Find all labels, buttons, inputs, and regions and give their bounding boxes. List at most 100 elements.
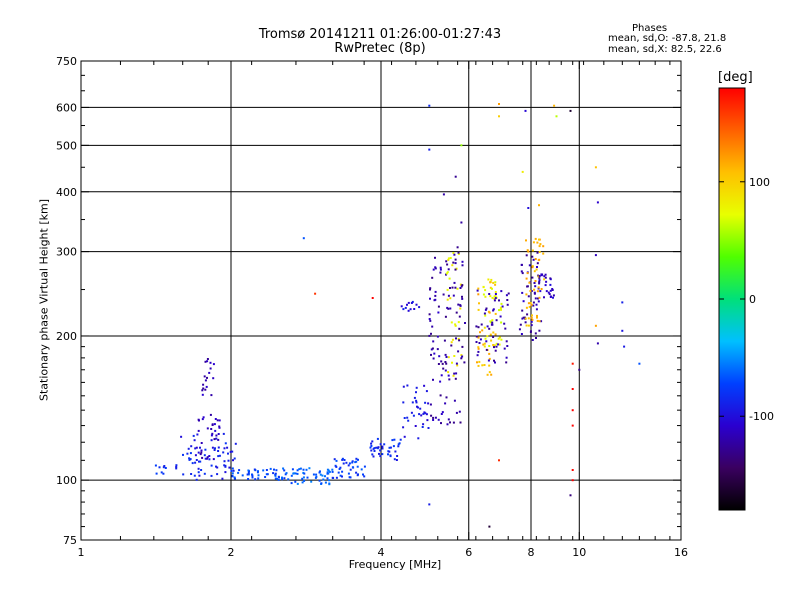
data-point	[205, 385, 208, 388]
data-point	[503, 322, 506, 325]
data-point	[578, 368, 581, 371]
data-point	[200, 469, 203, 471]
data-point	[222, 451, 225, 454]
data-point	[355, 471, 358, 474]
data-point	[437, 305, 440, 308]
data-point	[488, 371, 491, 374]
data-point	[428, 503, 431, 506]
data-point	[355, 457, 358, 460]
data-point	[571, 479, 574, 482]
data-point	[369, 446, 372, 449]
data-point	[440, 413, 443, 415]
data-point	[211, 446, 214, 449]
data-point	[440, 360, 443, 363]
data-point	[437, 363, 440, 365]
data-point	[487, 359, 490, 362]
data-point	[204, 388, 207, 391]
data-point	[440, 422, 442, 425]
data-point	[543, 275, 546, 278]
data-point	[212, 458, 215, 461]
data-point	[492, 281, 495, 284]
data-point	[283, 469, 286, 472]
data-point	[224, 465, 227, 468]
data-point	[418, 306, 421, 309]
data-point	[318, 471, 321, 474]
data-point	[442, 367, 445, 370]
data-point	[494, 291, 497, 293]
data-point	[494, 349, 497, 352]
data-point	[202, 383, 205, 386]
data-point	[504, 327, 507, 330]
data-point	[362, 473, 364, 476]
data-point	[439, 266, 442, 269]
data-point	[484, 337, 487, 340]
data-point	[431, 325, 434, 328]
data-point	[524, 321, 527, 324]
data-point	[464, 322, 466, 324]
data-point	[429, 288, 431, 291]
data-point	[553, 104, 556, 107]
data-point	[399, 438, 402, 441]
data-point	[422, 412, 425, 415]
data-point	[538, 296, 541, 299]
data-point	[162, 472, 165, 475]
data-point	[430, 348, 433, 351]
data-point	[461, 355, 464, 358]
data-point	[199, 446, 201, 449]
data-point	[498, 343, 501, 346]
data-point	[204, 448, 207, 451]
data-point	[439, 394, 442, 397]
data-point	[499, 306, 502, 309]
data-point	[370, 449, 373, 452]
data-point	[214, 418, 217, 420]
data-point	[489, 286, 492, 289]
colorbar-ticks: 100 0 -100	[719, 176, 774, 423]
data-point	[489, 281, 492, 283]
data-point	[363, 475, 366, 478]
data-point	[379, 443, 382, 446]
data-point	[458, 410, 461, 413]
data-point	[331, 476, 334, 479]
data-point	[206, 456, 209, 459]
data-point	[549, 283, 552, 286]
data-point	[322, 478, 325, 481]
data-point	[442, 293, 445, 296]
data-point	[439, 268, 442, 271]
data-point	[536, 262, 539, 265]
data-point	[407, 309, 410, 312]
data-point	[397, 445, 400, 448]
data-point	[526, 313, 529, 316]
data-point	[444, 369, 447, 372]
data-point	[488, 525, 491, 528]
data-point	[518, 328, 521, 331]
data-point	[544, 276, 547, 279]
data-point	[194, 461, 197, 464]
data-point	[536, 319, 539, 322]
data-point	[238, 469, 241, 472]
data-point	[337, 471, 340, 474]
data-point	[228, 466, 231, 469]
data-point	[339, 466, 342, 469]
data-point	[419, 407, 422, 410]
data-point	[315, 475, 318, 478]
data-point	[492, 308, 495, 311]
data-point	[210, 434, 213, 437]
data-point	[542, 252, 545, 255]
data-point	[537, 286, 540, 289]
data-point	[525, 254, 528, 257]
data-point	[500, 290, 503, 293]
data-point	[476, 354, 479, 357]
data-point	[333, 458, 336, 461]
data-point	[538, 279, 541, 282]
data-point	[421, 426, 424, 428]
data-point	[301, 481, 304, 484]
data-point	[347, 472, 350, 475]
data-point	[534, 285, 537, 288]
data-point	[542, 245, 545, 248]
data-point	[448, 277, 451, 280]
data-point	[436, 335, 439, 338]
data-point	[531, 265, 534, 268]
data-point	[326, 471, 329, 474]
data-point	[459, 304, 462, 307]
data-point	[204, 360, 207, 363]
